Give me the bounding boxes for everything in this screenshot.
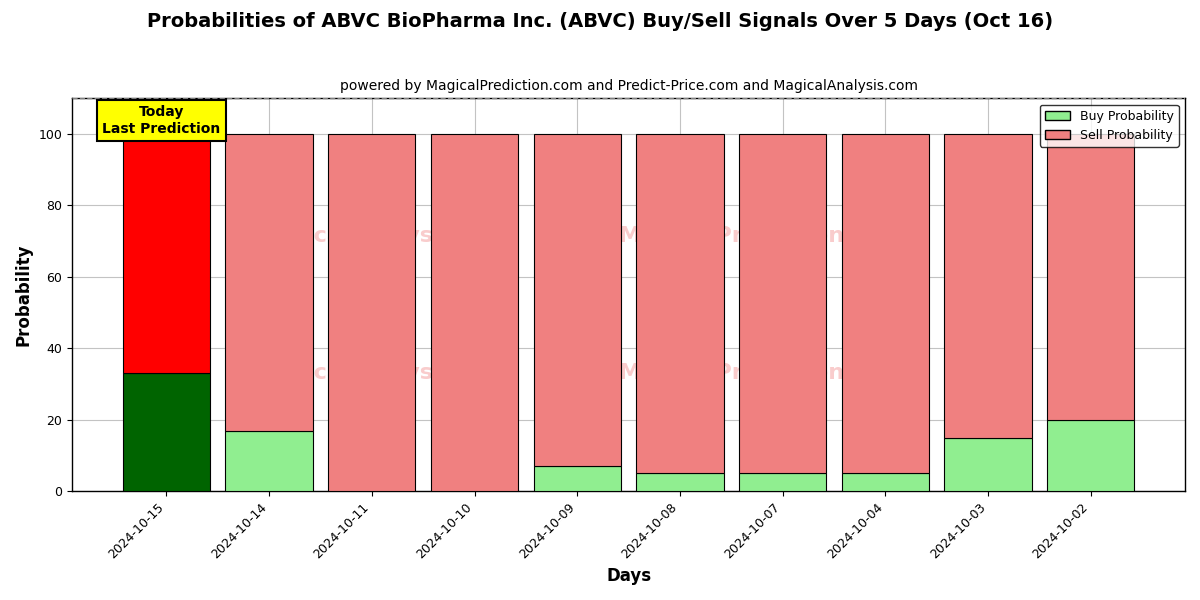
Text: Today
Last Prediction: Today Last Prediction <box>102 106 221 136</box>
Title: powered by MagicalPrediction.com and Predict-Price.com and MagicalAnalysis.com: powered by MagicalPrediction.com and Pre… <box>340 79 918 93</box>
Bar <box>534 466 620 491</box>
Text: MagicalPrediction.com: MagicalPrediction.com <box>619 364 905 383</box>
Bar <box>636 473 724 491</box>
Text: Probabilities of ABVC BioPharma Inc. (ABVC) Buy/Sell Signals Over 5 Days (Oct 16: Probabilities of ABVC BioPharma Inc. (AB… <box>146 12 1054 31</box>
Bar <box>122 134 210 373</box>
Bar <box>944 134 1032 437</box>
X-axis label: Days: Days <box>606 567 652 585</box>
Text: MagicalPrediction.com: MagicalPrediction.com <box>619 226 905 246</box>
Bar <box>534 134 620 466</box>
Legend: Buy Probability, Sell Probability: Buy Probability, Sell Probability <box>1040 104 1178 147</box>
Bar <box>1048 134 1134 420</box>
Bar <box>122 373 210 491</box>
Bar <box>431 134 518 491</box>
Bar <box>841 134 929 473</box>
Bar <box>328 134 415 491</box>
Bar <box>636 134 724 473</box>
Bar <box>1048 420 1134 491</box>
Bar <box>739 134 827 473</box>
Text: MagicalAnalysis.com: MagicalAnalysis.com <box>253 226 515 246</box>
Y-axis label: Probability: Probability <box>16 244 34 346</box>
Bar <box>841 473 929 491</box>
Bar <box>944 437 1032 491</box>
Bar <box>226 431 313 491</box>
Text: MagicalAnalysis.com: MagicalAnalysis.com <box>253 364 515 383</box>
Bar <box>226 134 313 431</box>
Bar <box>739 473 827 491</box>
